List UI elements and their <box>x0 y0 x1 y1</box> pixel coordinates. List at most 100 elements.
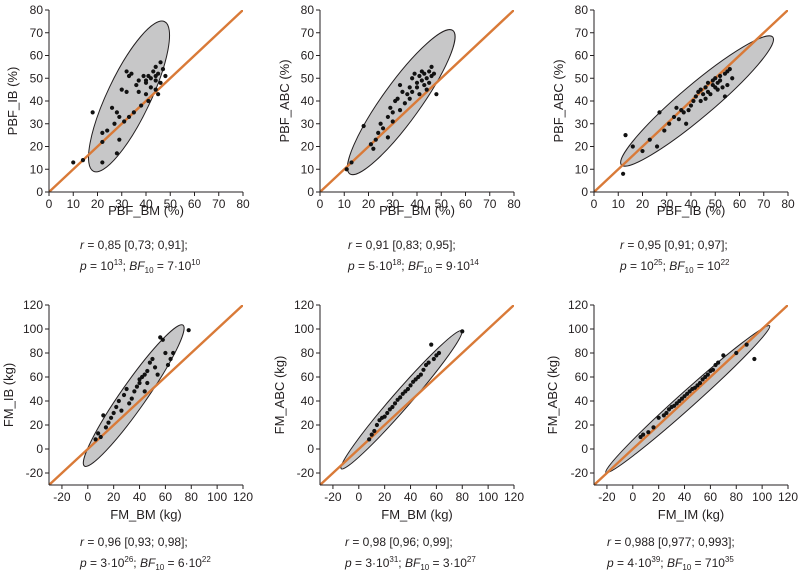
data-point <box>681 110 686 115</box>
points-group <box>638 342 757 440</box>
data-point <box>114 110 119 115</box>
y-axis-label: FM_IB (kg) <box>1 363 16 427</box>
y-tick-label: 30 <box>30 117 44 131</box>
data-point <box>114 151 119 156</box>
data-point <box>103 425 109 430</box>
y-tick-label: 60 <box>30 370 44 384</box>
data-point <box>725 82 730 88</box>
data-point <box>703 85 708 90</box>
y-axis-label: FM_ABC (kg) <box>545 356 560 435</box>
x-tick-label: 20 <box>636 197 650 211</box>
data-point <box>158 60 163 65</box>
data-point <box>705 80 711 85</box>
data-point <box>106 420 111 425</box>
data-point <box>100 139 105 145</box>
data-point <box>160 67 166 72</box>
data-point <box>121 392 127 398</box>
y-tick-label: 0 <box>307 185 314 199</box>
stats-caption-line-1: r = 0,988 [0,977; 0,993]; <box>607 535 735 549</box>
x-tick-label: 70 <box>483 197 497 211</box>
data-point <box>127 401 132 406</box>
data-point <box>382 414 387 419</box>
x-axis-label: PBF_BM (%) <box>108 203 184 218</box>
data-point <box>153 64 158 69</box>
data-point <box>112 121 117 126</box>
y-tick-label: 30 <box>301 117 315 131</box>
y-tick-label: 40 <box>301 94 315 108</box>
stats-caption-line-1: r = 0,85 [0,73; 0,91]; <box>80 238 188 252</box>
x-tick-label: 60 <box>159 490 173 504</box>
data-point <box>654 144 660 149</box>
data-point <box>720 85 725 90</box>
y-tick-label: 100 <box>294 322 314 336</box>
data-point <box>436 350 442 356</box>
data-point <box>134 384 140 389</box>
x-tick-label: 80 <box>507 197 521 211</box>
data-point <box>417 73 422 79</box>
data-point <box>151 69 156 74</box>
data-point <box>145 368 150 374</box>
data-point <box>397 82 403 88</box>
data-point <box>117 137 122 142</box>
data-point <box>385 410 390 416</box>
points-group <box>93 328 191 442</box>
data-point <box>701 92 706 97</box>
data-point <box>367 437 372 442</box>
y-tick-label: 20 <box>30 418 44 432</box>
data-point <box>427 80 432 85</box>
data-point <box>718 78 723 83</box>
data-point <box>623 133 628 138</box>
data-point <box>122 119 127 124</box>
x-tick-label: 60 <box>459 197 473 211</box>
data-point <box>641 432 646 437</box>
x-tick-label: 10 <box>67 197 81 211</box>
data-point <box>676 117 681 122</box>
x-tick-label: 60 <box>704 490 718 504</box>
points-group <box>621 67 735 176</box>
data-point <box>98 434 103 440</box>
identity-line <box>594 10 788 192</box>
x-tick-label: 30 <box>386 197 400 211</box>
y-tick-label: 80 <box>30 3 44 17</box>
data-point <box>150 356 155 362</box>
x-tick-label: 60 <box>733 197 747 211</box>
y-tick-label: 0 <box>581 185 588 199</box>
stats-caption-line-2: p = 3·1031; BF10 = 3·1027 <box>344 555 476 572</box>
data-point <box>686 108 691 113</box>
data-point <box>424 76 429 81</box>
identity-line <box>594 305 788 485</box>
y-tick-label: 20 <box>301 140 315 154</box>
data-point <box>124 69 129 74</box>
data-point <box>426 360 431 365</box>
axes: -20 0 20 40 60 80 100 120 -20 0 20 40 60 80 100 120 <box>568 298 798 504</box>
data-point <box>369 432 374 437</box>
data-point <box>418 372 423 377</box>
data-point <box>727 67 732 72</box>
x-tick-label: 120 <box>504 490 524 504</box>
data-point <box>734 350 739 356</box>
x-axis-label: PBF_IB (%) <box>657 203 726 218</box>
data-point <box>713 76 718 81</box>
axes: -20 0 20 40 60 80 100 120 -20 0 20 40 60 80 100 120 <box>23 298 253 504</box>
x-tick-label: 0 <box>629 490 636 504</box>
data-point <box>117 114 122 120</box>
data-point <box>374 422 380 428</box>
x-tick-label: -20 <box>598 490 616 504</box>
x-tick-label: 70 <box>212 197 226 211</box>
identity-line <box>320 10 514 192</box>
data-point <box>402 101 407 106</box>
y-tick-label: 40 <box>575 394 589 408</box>
data-point <box>163 350 168 356</box>
x-tick-label: 80 <box>236 197 250 211</box>
data-point <box>405 92 410 97</box>
data-point <box>143 78 149 83</box>
data-point <box>119 408 124 413</box>
data-point <box>656 415 661 420</box>
data-point <box>410 76 415 81</box>
data-point <box>373 137 378 142</box>
x-tick-label: 30 <box>115 197 129 211</box>
data-point <box>143 92 149 97</box>
stats-caption-line-1: r = 0,91 [0,83; 0,95]; <box>348 238 456 252</box>
data-point <box>168 356 173 362</box>
data-point <box>380 126 386 131</box>
